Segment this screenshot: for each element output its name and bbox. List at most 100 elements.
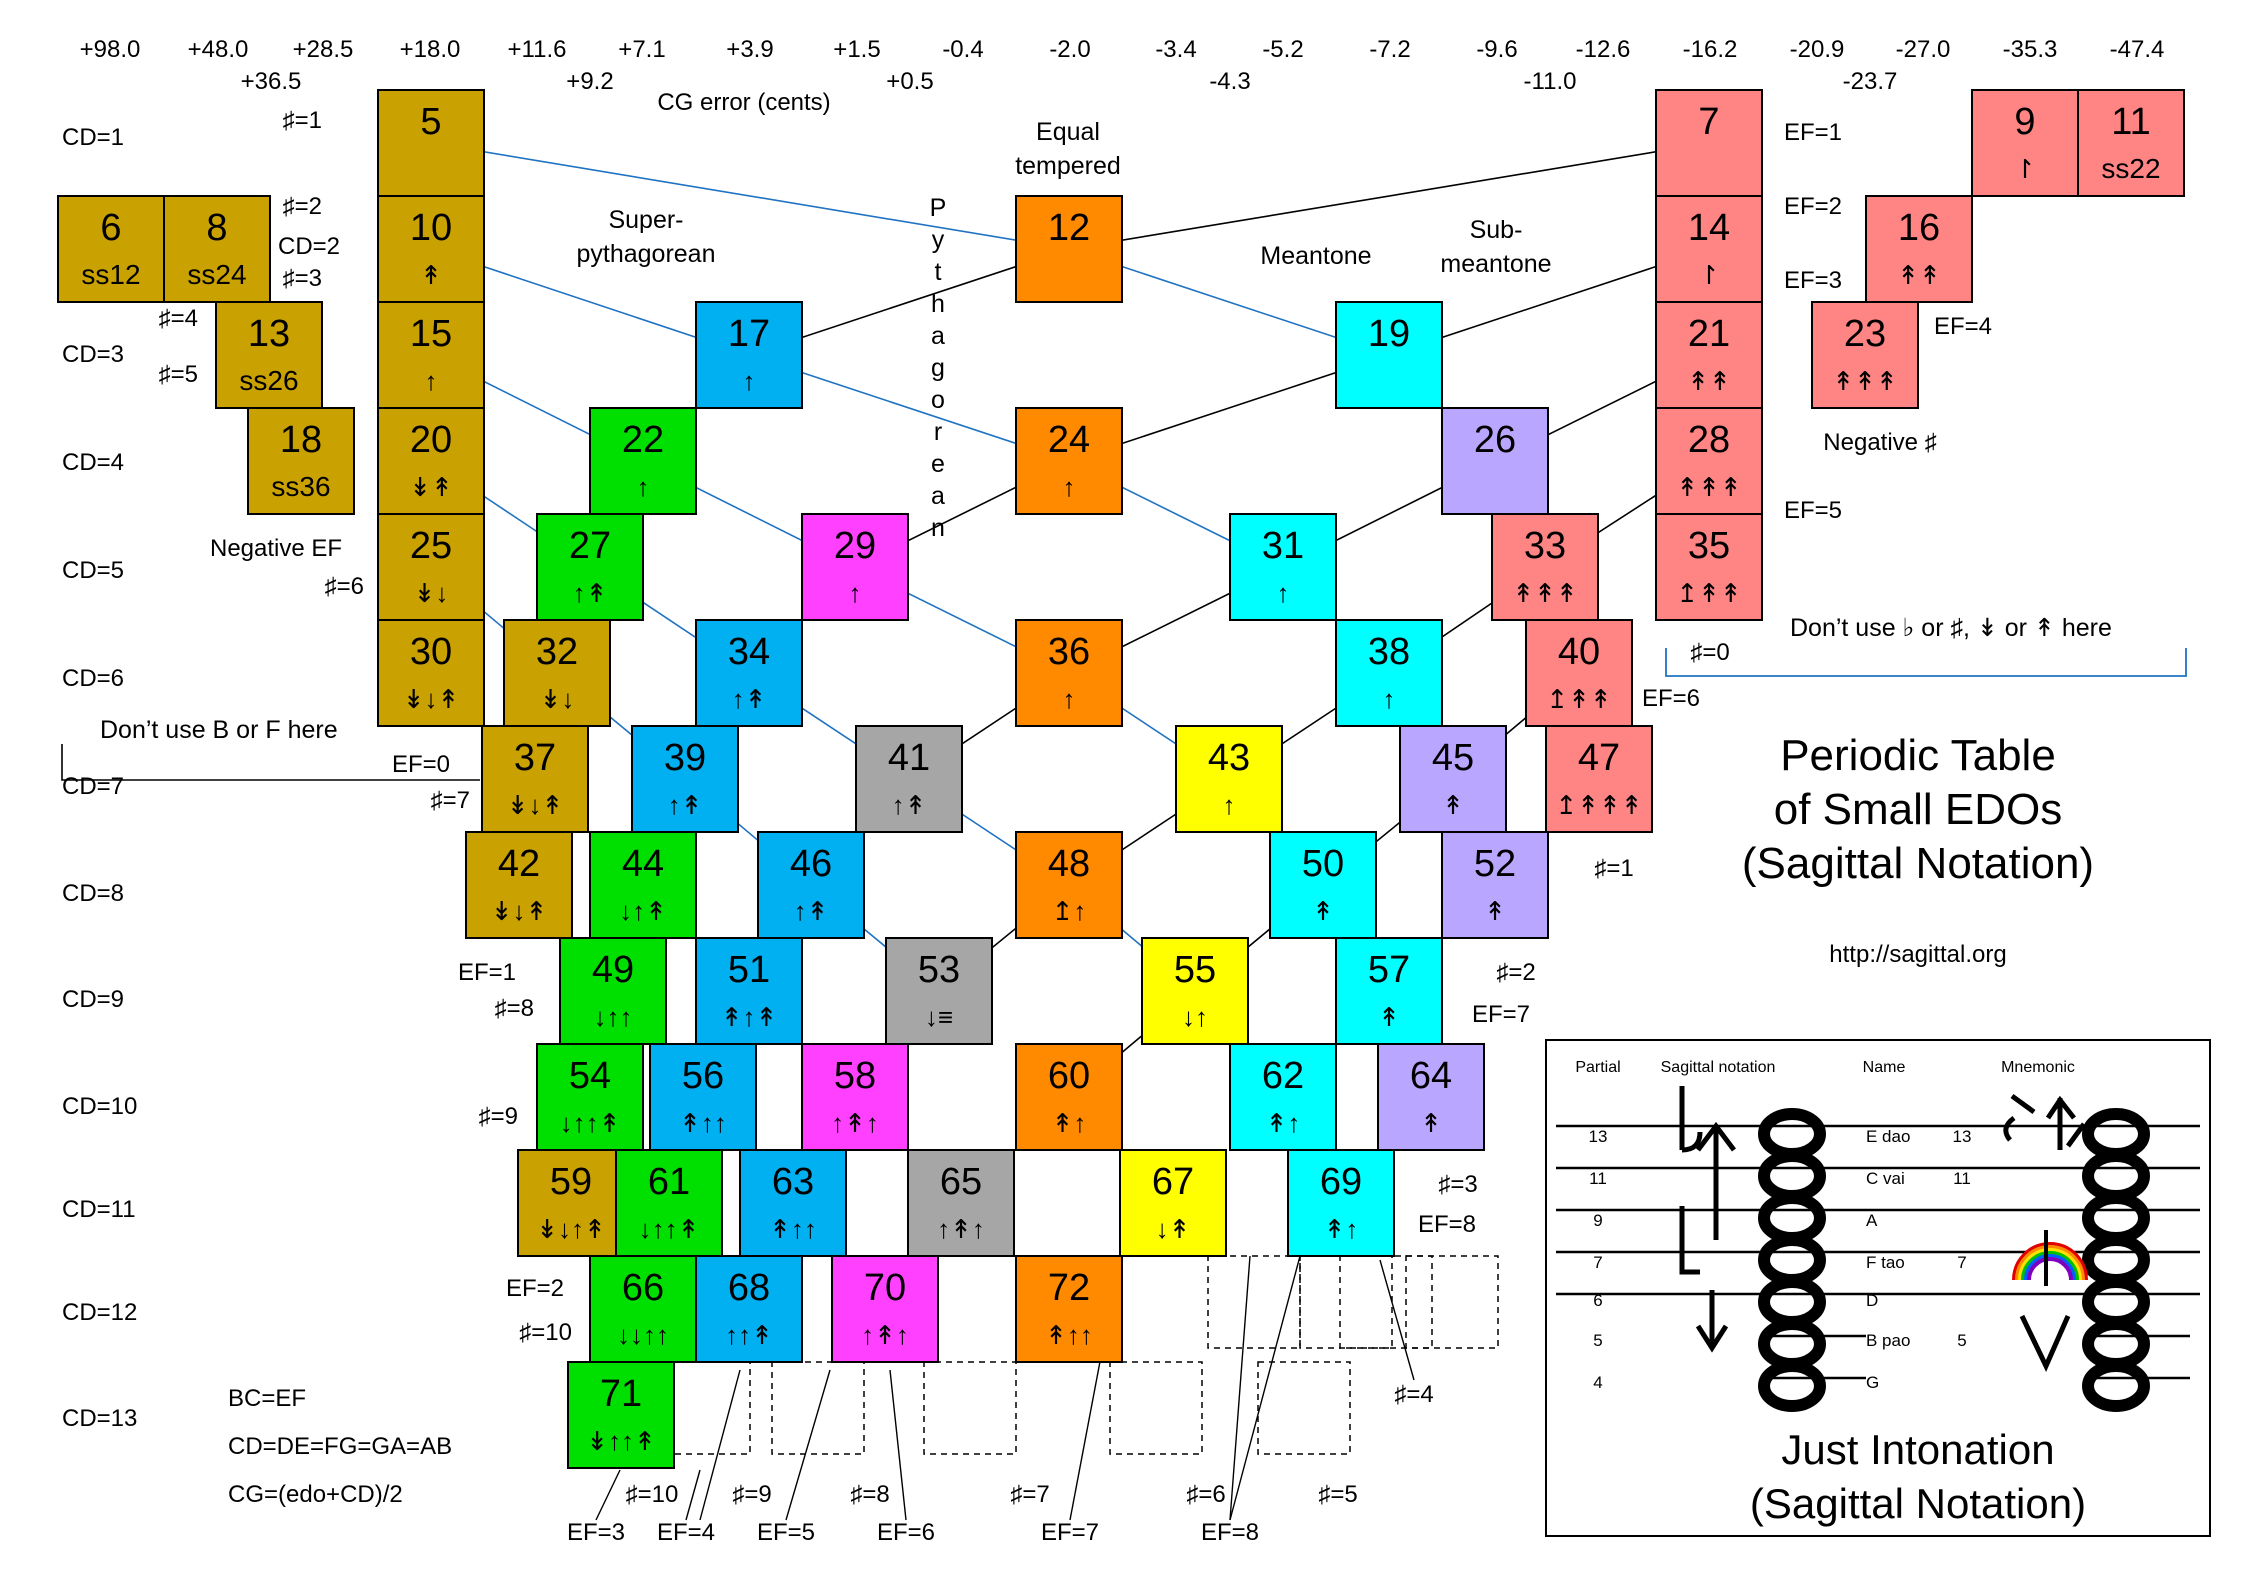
edo-number: 70 xyxy=(864,1267,906,1309)
edo-sagittal-symbol: ↡↓ xyxy=(414,578,449,608)
edo-box-28: 28 ↟↟↟ xyxy=(1655,407,1763,515)
edo-sagittal-symbol: ↡↓↟ xyxy=(491,896,548,926)
edo-number: 10 xyxy=(410,207,452,249)
note-negative-sharp: Negative ♯ xyxy=(1823,429,1936,456)
edo-box-37: 37 ↡↓↟ xyxy=(481,725,589,833)
edo-box-48: 48 ↥↑ xyxy=(1015,831,1123,939)
edo-number: 34 xyxy=(728,631,770,673)
edo-box-fill xyxy=(649,1043,757,1151)
edo-number: 66 xyxy=(622,1267,664,1309)
edo-subset-label: ss36 xyxy=(271,471,330,502)
edo-sagittal-symbol: ↟↑↑ xyxy=(1045,1320,1093,1350)
empty-edo-slot xyxy=(1339,1255,1433,1349)
edo-number: 47 xyxy=(1578,737,1620,779)
edo-box-58: 58 ↑↟↑ xyxy=(801,1043,909,1151)
sharp-annotation: ♯=4 xyxy=(159,305,198,332)
edo-box-fill xyxy=(695,619,803,727)
ef-annotation: EF=4 xyxy=(657,1519,715,1546)
edo-number: 22 xyxy=(622,419,664,461)
cg-error-value: -3.4 xyxy=(1155,36,1196,63)
family-label-submeantone: Sub- xyxy=(1470,216,1523,244)
edo-box-51: 51 ↟↑↟ xyxy=(695,937,803,1045)
ji-mnemonic-partial: 13 xyxy=(1953,1127,1972,1146)
edo-subset-label: ss24 xyxy=(187,259,246,290)
edo-box-fill xyxy=(2077,89,2185,197)
edo-box-47: 47 ↥↟↟↟ xyxy=(1545,725,1653,833)
url-link[interactable]: http://sagittal.org xyxy=(1829,941,2006,968)
edo-box-fill xyxy=(517,1149,625,1257)
edo-box-fill xyxy=(1335,301,1443,409)
edo-box-fill xyxy=(695,301,803,409)
edo-number: 61 xyxy=(648,1161,690,1203)
edo-box-fill xyxy=(377,407,485,515)
edo-sagittal-symbol: ↥↟↟ xyxy=(1676,578,1741,608)
edo-sagittal-symbol: ↟↟ xyxy=(1897,260,1941,290)
cg-error-value: -2.0 xyxy=(1049,36,1090,63)
sharp-annotation: ♯=4 xyxy=(1394,1381,1433,1408)
edo-number: 69 xyxy=(1320,1161,1362,1203)
page-title: (Sagittal Notation) xyxy=(1742,839,2094,888)
ji-note-name: F tao xyxy=(1866,1253,1905,1272)
empty-edo-slot xyxy=(923,1361,1017,1455)
edo-number: 23 xyxy=(1844,313,1886,355)
edo-sagittal-symbol: ↓↟ xyxy=(1156,1214,1191,1244)
formula-note: CD=DE=FG=GA=AB xyxy=(228,1433,452,1460)
edo-box-52: 52 ↟ xyxy=(1441,831,1549,939)
edo-number: 44 xyxy=(622,843,664,885)
edo-sagittal-symbol: ↟↑ xyxy=(1324,1214,1359,1244)
link-line xyxy=(889,1369,907,1521)
edo-sagittal-symbol: ↡↓ xyxy=(540,684,575,714)
edo-sagittal-symbol: ↓↑↑↟ xyxy=(560,1108,621,1138)
ji-note-name: G xyxy=(1866,1373,1879,1392)
edo-sagittal-symbol: ↑ xyxy=(425,366,438,396)
edo-sagittal-symbol: ↑ xyxy=(1063,472,1076,502)
edo-sagittal-symbol: ↡↓↟ xyxy=(403,684,460,714)
ef-annotation: EF=8 xyxy=(1201,1519,1259,1546)
edo-number: 7 xyxy=(1698,101,1719,143)
edo-number: 62 xyxy=(1262,1055,1304,1097)
cg-error-value: +0.5 xyxy=(886,68,933,95)
edo-sagittal-symbol: ↟↟↟ xyxy=(1676,472,1741,502)
edo-box-fill xyxy=(1229,1043,1337,1151)
edo-number: 43 xyxy=(1208,737,1250,779)
edo-sagittal-symbol: ↑↟↑ xyxy=(861,1320,909,1350)
edo-sagittal-symbol: ↟↟ xyxy=(1687,366,1731,396)
edo-box-42: 42 ↡↓↟ xyxy=(465,831,573,939)
ef-annotation: EF=2 xyxy=(506,1275,564,1302)
cg-error-value: -20.9 xyxy=(1790,36,1845,63)
cg-error-value: -47.4 xyxy=(2110,36,2165,63)
edo-box-fill xyxy=(465,831,573,939)
edo-box-fill xyxy=(1269,831,1377,939)
cg-error-value: -7.2 xyxy=(1369,36,1410,63)
edo-box-fill xyxy=(801,513,909,621)
rainbow-icon xyxy=(2021,1251,2079,1281)
cd-row-label: CD=2 xyxy=(278,233,340,260)
family-label-super: pythagorean xyxy=(576,240,715,268)
edo-box-40: 40 ↥↟↟ xyxy=(1525,619,1633,727)
edo-number: 12 xyxy=(1048,207,1090,249)
sagittal-accidental-icon xyxy=(1696,1121,1736,1240)
edo-box-29: 29 ↑ xyxy=(801,513,909,621)
ef-annotation: EF=4 xyxy=(1934,313,1992,340)
formula-note: BC=EF xyxy=(228,1385,306,1412)
edo-sagittal-symbol: ↓↓↑↑ xyxy=(617,1320,669,1350)
link-line xyxy=(1068,142,1710,250)
edo-sagittal-symbol: ↟ xyxy=(420,260,442,290)
edo-box-71: 71 ↡↑↑↟ xyxy=(567,1361,675,1469)
edo-sagittal-symbol: ↾ xyxy=(2014,154,2036,184)
edo-box-39: 39 ↑↟ xyxy=(631,725,739,833)
edo-box-62: 62 ↟↑ xyxy=(1229,1043,1337,1151)
edo-box-fill xyxy=(885,937,993,1045)
edo-sagittal-symbol: ↡↑↑↟ xyxy=(586,1426,656,1456)
edo-number: 71 xyxy=(600,1373,642,1415)
edo-number: 16 xyxy=(1898,207,1940,249)
edo-sagittal-symbol: ↑↑↟ xyxy=(725,1320,773,1350)
edo-number: 13 xyxy=(248,313,290,355)
family-label-pythagorean: o xyxy=(931,386,945,414)
edo-sagittal-symbol: ↾ xyxy=(1698,260,1720,290)
edo-box-34: 34 ↑↟ xyxy=(695,619,803,727)
cd-row-label: CD=12 xyxy=(62,1299,137,1326)
edo-box-23: 23 ↟↟↟ xyxy=(1811,301,1919,409)
edo-number: 18 xyxy=(280,419,322,461)
family-label-super: Super- xyxy=(608,206,683,234)
